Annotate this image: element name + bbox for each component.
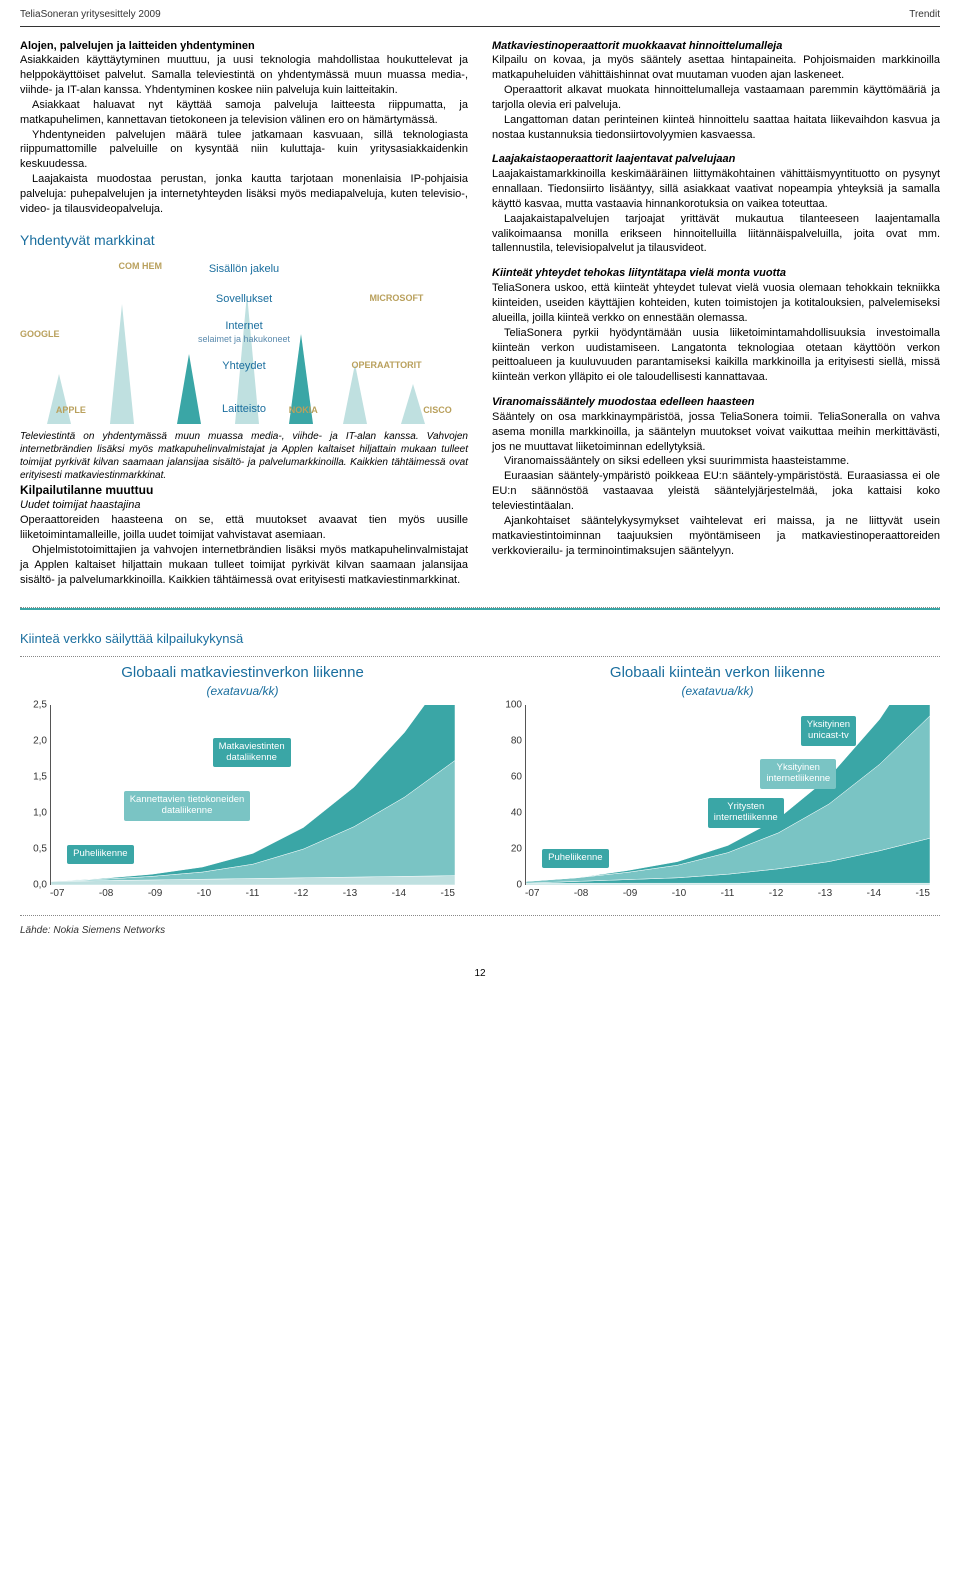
chart-fixed-traffic: Globaali kiinteän verkon liikenne (exata… — [495, 663, 940, 901]
chart-series-label: Yritysteninternetliikenne — [708, 798, 784, 828]
left-h2-sub: Uudet toimijat haastajina — [20, 499, 140, 511]
diagram-layer-label: Sisällön jakelu — [209, 262, 279, 277]
chart-series-label: Matkaviestintendataliikenne — [213, 738, 291, 768]
diagram-brand-microsoft: MICROSOFT — [369, 292, 423, 304]
diagram-layer-label: Sovellukset — [216, 292, 272, 307]
x-tick-label: -14 — [867, 887, 881, 901]
y-tick-label: 100 — [496, 699, 522, 713]
right-p8: Sääntely on osa markkinaympäristöä, joss… — [492, 411, 940, 453]
x-tick-label: -07 — [525, 887, 539, 901]
y-tick-label: 2,5 — [21, 699, 47, 713]
chart-b-sub: (exatavua/kk) — [495, 683, 940, 699]
diagram-title: Yhdentyvät markkinat — [20, 231, 468, 250]
y-tick-label: 1,5 — [21, 771, 47, 785]
y-tick-label: 20 — [496, 843, 522, 857]
chart-mobile-traffic: Globaali matkaviestinverkon liikenne (ex… — [20, 663, 465, 901]
right-p4: Laajakaistamarkkinoilla keskimääräinen l… — [492, 168, 940, 210]
charts-header: Kiinteä verkko säilyttää kilpailukykynsä — [20, 630, 940, 648]
chart-a-title: Globaali matkaviestinverkon liikenne — [20, 663, 465, 683]
x-tick-label: -07 — [50, 887, 64, 901]
diagram-layer-label: Yhteydet — [222, 359, 265, 374]
header-rule — [20, 26, 940, 27]
x-tick-label: -12 — [294, 887, 308, 901]
diagram-peak — [343, 364, 367, 424]
diagram-peak — [110, 304, 134, 424]
diagram-layer-label: Internet — [225, 319, 262, 334]
chart-area-voice — [526, 884, 930, 886]
right-p1: Kilpailu on kovaa, ja myös sääntely aset… — [492, 54, 940, 81]
right-column: Matkaviestinoperaattorit muokkaavat hinn… — [492, 39, 940, 588]
x-tick-label: -11 — [246, 887, 260, 901]
diagram-layer-label: Laitteisto — [222, 402, 266, 417]
left-p3: Yhdentyneiden palvelujen määrä tulee jat… — [20, 128, 468, 173]
x-tick-label: -14 — [392, 887, 406, 901]
chart-series-label: Yksityineninternetliikenne — [760, 759, 836, 789]
right-p11: Ajankohtaiset sääntelykysymykset vaihtel… — [492, 514, 940, 559]
left-p6: Ohjelmistotoimittajien ja vahvojen inter… — [20, 543, 468, 588]
right-p10: Euraasian sääntely-ympäristö poikkeaa EU… — [492, 469, 940, 514]
left-p4: Laajakaista muodostaa perustan, jonka ka… — [20, 172, 468, 217]
left-h1: Alojen, palvelujen ja laitteiden yhdenty… — [20, 40, 255, 52]
left-p1: Asiakkaiden käyttäytyminen muuttuu, ja u… — [20, 54, 468, 96]
chart-a-sub: (exatavua/kk) — [20, 683, 465, 699]
diagram-peak — [177, 354, 201, 424]
x-tick-label: -08 — [574, 887, 588, 901]
x-tick-label: -09 — [148, 887, 162, 901]
chart-source: Lähde: Nokia Siemens Networks — [20, 924, 940, 938]
right-h4: Viranomaissääntely muodostaa edelleen ha… — [492, 396, 754, 408]
left-column: Alojen, palvelujen ja laitteiden yhdenty… — [20, 39, 468, 588]
chart-series-label: Kannettavien tietokoneidendataliikenne — [124, 791, 251, 821]
diagram-brand-google: GOOGLE — [20, 328, 60, 340]
y-tick-label: 60 — [496, 771, 522, 785]
right-h2: Laajakaistaoperaattorit laajentavat palv… — [492, 153, 735, 165]
x-tick-label: -10 — [672, 887, 686, 901]
x-tick-label: -09 — [623, 887, 637, 901]
x-tick-label: -10 — [197, 887, 211, 901]
right-h1: Matkaviestinoperaattorit muokkaavat hinn… — [492, 40, 782, 52]
right-p6: TeliaSonera uskoo, että kiinteät yhteyde… — [492, 282, 940, 324]
x-tick-label: -12 — [769, 887, 783, 901]
y-tick-label: 80 — [496, 735, 522, 749]
chart-series-label: Yksityinenunicast-tv — [801, 716, 856, 746]
right-h3: Kiinteät yhteydet tehokas liityntätapa v… — [492, 267, 786, 279]
left-p5: Operaattoreiden haasteena on se, että mu… — [20, 514, 468, 541]
x-tick-label: -15 — [916, 887, 930, 901]
y-tick-label: 2,0 — [21, 735, 47, 749]
y-tick-label: 0 — [496, 879, 522, 893]
diagram-peak — [47, 374, 71, 424]
page-number: 12 — [0, 957, 960, 1001]
right-p3: Langattoman datan perinteinen kiinteä hi… — [492, 113, 940, 143]
converging-markets-diagram: Sisällön jakelu Sovellukset Internetselaim… — [20, 254, 468, 424]
y-tick-label: 0,0 — [21, 879, 47, 893]
x-tick-label: -13 — [343, 887, 357, 901]
charts-section: Kiinteä verkko säilyttää kilpailukykynsä… — [0, 610, 960, 957]
chart-b-title: Globaali kiinteän verkon liikenne — [495, 663, 940, 683]
diagram-brand-apple: APPLE — [56, 404, 86, 416]
diagram-brand-nokia: NOKIA — [289, 404, 318, 416]
y-tick-label: 1,0 — [21, 807, 47, 821]
right-p2: Operaattorit alkavat muokata hinnoittelu… — [492, 83, 940, 113]
diagram-brand-operaattorit: OPERAATTORIT — [352, 359, 422, 371]
right-p5: Laajakaistapalvelujen tarjoajat yrittävä… — [492, 212, 940, 257]
left-p2: Asiakkaat haluavat nyt käyttää samoja pa… — [20, 98, 468, 128]
x-tick-label: -11 — [721, 887, 735, 901]
y-tick-label: 0,5 — [21, 843, 47, 857]
left-h2: Kilpailutilanne muuttuu — [20, 483, 153, 497]
right-p7: TeliaSonera pyrkii hyödyntämään uusia li… — [492, 326, 940, 385]
diagram-peak — [401, 384, 425, 424]
doc-title: TeliaSoneran yritysesittely 2009 — [20, 8, 161, 22]
y-tick-label: 40 — [496, 807, 522, 821]
diagram-brand-comhem: COM HEM — [119, 260, 163, 272]
chart-series-label: Puheliikenne — [67, 845, 133, 864]
diagram-layer-sublabel: selaimet ja hakukoneet — [198, 333, 290, 345]
diagram-caption: Televiestintä on yhdentymässä muun muass… — [20, 430, 468, 482]
chart-series-label: Puheliikenne — [542, 849, 608, 868]
diagram-brand-cisco: CISCO — [423, 404, 452, 416]
x-tick-label: -08 — [99, 887, 113, 901]
right-p9: Viranomaissääntely on siksi edelleen yks… — [492, 454, 940, 469]
x-tick-label: -13 — [818, 887, 832, 901]
x-tick-label: -15 — [441, 887, 455, 901]
section-name: Trendit — [909, 8, 940, 22]
